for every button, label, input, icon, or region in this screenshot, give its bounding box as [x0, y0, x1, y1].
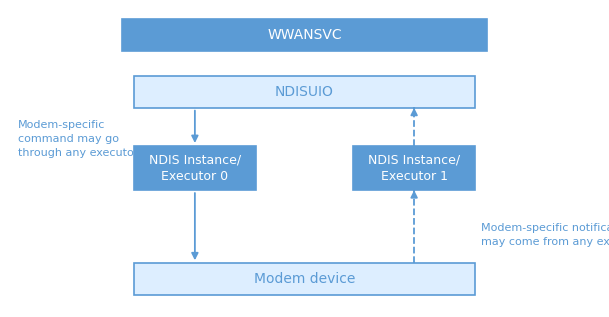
Text: NDISUIO: NDISUIO: [275, 85, 334, 99]
Bar: [353, 146, 475, 190]
Text: WWANSVC: WWANSVC: [267, 28, 342, 42]
Text: Modem-specific
command may go
through any executor: Modem-specific command may go through an…: [18, 120, 139, 158]
Bar: [134, 263, 475, 295]
Text: NDIS Instance/
Executor 0: NDIS Instance/ Executor 0: [149, 153, 241, 183]
Text: NDIS Instance/
Executor 1: NDIS Instance/ Executor 1: [368, 153, 460, 183]
Text: Modem device: Modem device: [254, 272, 355, 286]
Bar: [134, 76, 475, 108]
Text: Modem-specific notification
may come from any executor: Modem-specific notification may come fro…: [481, 223, 609, 247]
Bar: [122, 19, 487, 51]
Bar: [134, 146, 256, 190]
